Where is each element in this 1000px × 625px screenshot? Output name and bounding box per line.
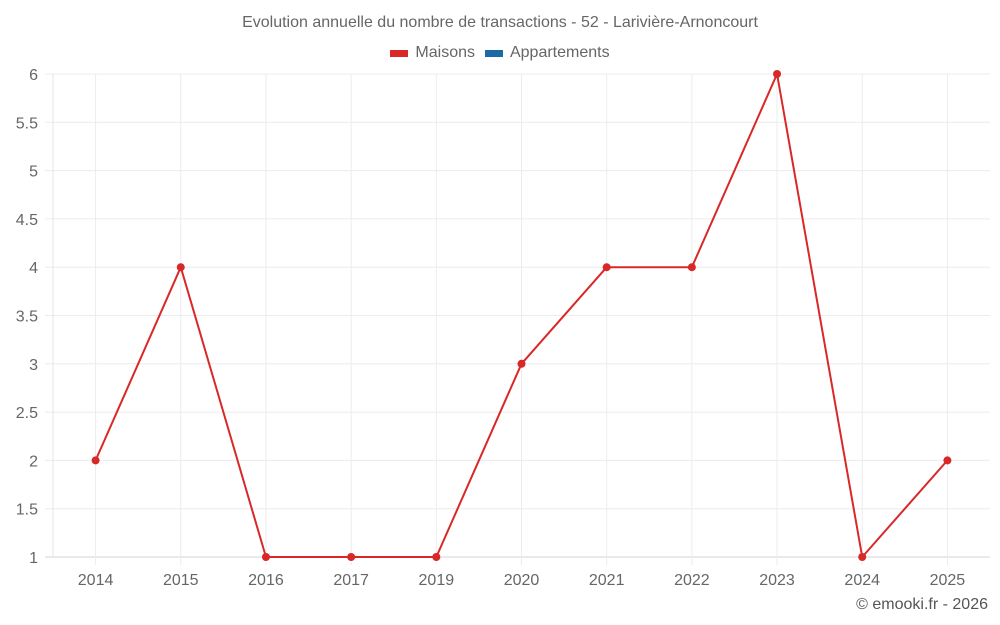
x-tick-label: 2021 bbox=[589, 572, 625, 589]
x-tick-label: 2025 bbox=[930, 572, 966, 589]
x-tick-label: 2022 bbox=[674, 572, 710, 589]
data-point bbox=[347, 553, 356, 561]
legend-label: Maisons bbox=[415, 44, 475, 61]
y-tick-label: 3 bbox=[29, 357, 38, 374]
y-tick-label: 6 bbox=[29, 67, 38, 84]
y-tick-label: 1.5 bbox=[16, 502, 38, 519]
x-tick-label: 2020 bbox=[504, 572, 540, 589]
legend-label: Appartements bbox=[509, 44, 610, 61]
y-tick-label: 5.5 bbox=[16, 115, 38, 132]
data-point bbox=[773, 70, 782, 78]
copyright-credit: © emooki.fr - 2026 bbox=[856, 596, 988, 613]
x-tick-label: 2024 bbox=[844, 572, 880, 589]
chart-legend: Maisons Appartements bbox=[0, 44, 1000, 62]
legend-item-appartements[interactable]: Appartements bbox=[484, 44, 610, 62]
data-point bbox=[517, 359, 526, 368]
legend-item-maisons[interactable]: Maisons bbox=[390, 44, 475, 62]
data-point bbox=[602, 263, 611, 272]
x-tick-label: 2014 bbox=[78, 572, 114, 589]
data-point bbox=[687, 263, 696, 272]
y-tick-label: 1 bbox=[29, 550, 38, 567]
y-tick-label: 4 bbox=[29, 260, 38, 277]
x-tick-label: 2023 bbox=[759, 572, 795, 589]
x-tick-label: 2016 bbox=[248, 572, 284, 589]
y-tick-label: 2.5 bbox=[16, 405, 38, 422]
y-tick-label: 4.5 bbox=[16, 212, 38, 229]
chart-title: Evolution annuelle du nombre de transact… bbox=[242, 14, 758, 31]
data-point bbox=[432, 553, 441, 561]
y-tick-label: 3.5 bbox=[16, 309, 38, 326]
legend-swatch-maisons bbox=[390, 49, 409, 57]
y-tick-label: 2 bbox=[29, 453, 38, 470]
x-tick-label: 2015 bbox=[163, 572, 199, 589]
legend-swatch-appartements bbox=[484, 49, 503, 57]
y-tick-label: 5 bbox=[29, 164, 38, 181]
data-point bbox=[261, 553, 270, 561]
x-tick-label: 2019 bbox=[419, 572, 455, 589]
x-tick-label: 2017 bbox=[333, 572, 369, 589]
data-point bbox=[858, 553, 867, 561]
data-point bbox=[943, 456, 952, 465]
data-point bbox=[91, 456, 100, 465]
data-point bbox=[176, 263, 185, 272]
